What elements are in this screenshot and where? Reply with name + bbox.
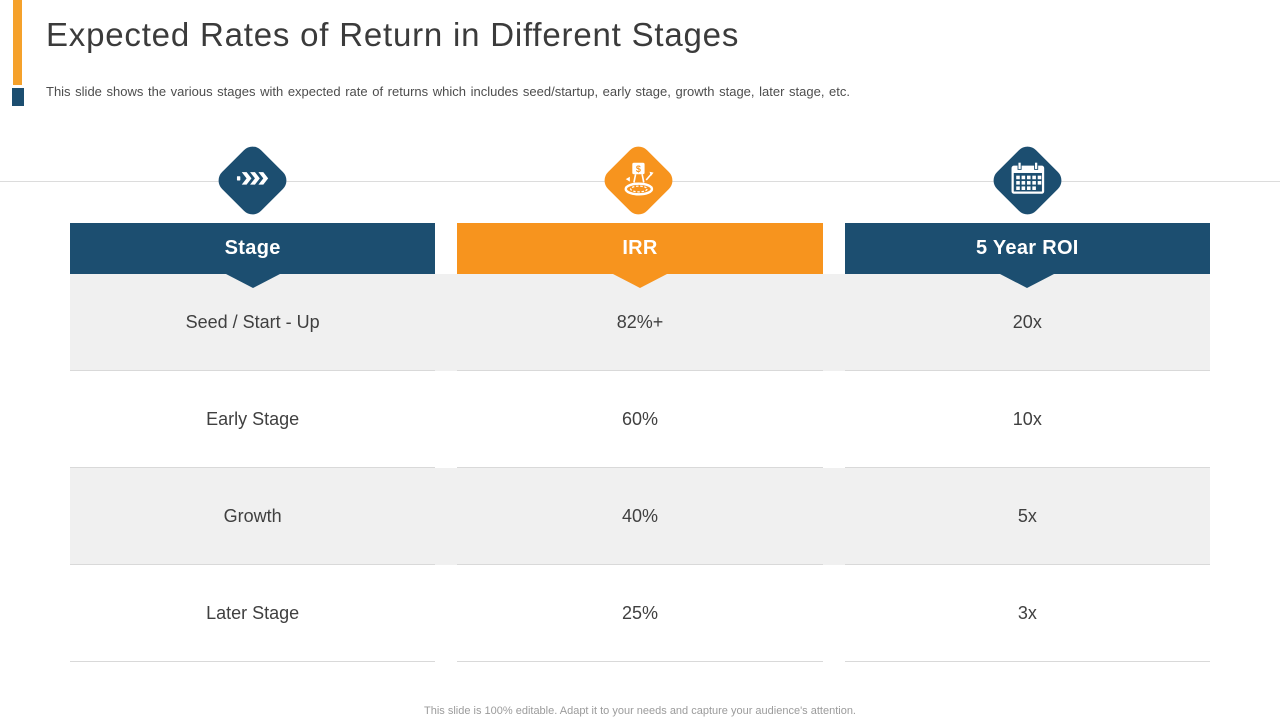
returns-table: Stage IRR 5 Year ROI Seed / Start - Up 8… (70, 223, 1210, 662)
fast-forward-chevrons-icon (236, 171, 269, 190)
cell-roi: 5x (844, 468, 1210, 565)
column-header-irr: IRR (457, 223, 823, 274)
cell-stage: Growth (70, 468, 436, 565)
cell-roi: 10x (844, 371, 1210, 468)
column-header-stage: Stage (70, 223, 436, 274)
accent-bar-orange (13, 0, 22, 85)
cell-irr: 60% (457, 371, 823, 468)
slide-subtitle: This slide shows the various stages with… (46, 84, 851, 99)
accent-square-blue (12, 88, 24, 106)
cell-roi: 3x (844, 565, 1210, 662)
irr-diamond: $ (599, 141, 678, 220)
cell-irr: 40% (457, 468, 823, 565)
column-header-roi: 5 Year ROI (844, 223, 1210, 274)
cell-irr: 82%+ (457, 274, 823, 371)
cell-irr: 25% (457, 565, 823, 662)
table-row: Later Stage 25% 3x (70, 565, 1210, 662)
dollar-investment-icon: $ (619, 160, 659, 201)
svg-text:$: $ (636, 163, 641, 173)
cell-stage: Seed / Start - Up (70, 274, 436, 371)
cell-roi: 20x (844, 274, 1210, 371)
calendar-icon (1010, 161, 1046, 200)
table-row: Seed / Start - Up 82%+ 20x (70, 274, 1210, 371)
table-header-row: Stage IRR 5 Year ROI (70, 223, 1210, 274)
roi-diamond (988, 141, 1067, 220)
slide-footer-note: This slide is 100% editable. Adapt it to… (424, 705, 856, 717)
page-title: Expected Rates of Return in Different St… (46, 16, 740, 53)
cell-stage: Early Stage (70, 371, 436, 468)
table-row: Growth 40% 5x (70, 468, 1210, 565)
cell-stage: Later Stage (70, 565, 436, 662)
stage-diamond (213, 141, 292, 220)
table-row: Early Stage 60% 10x (70, 371, 1210, 468)
